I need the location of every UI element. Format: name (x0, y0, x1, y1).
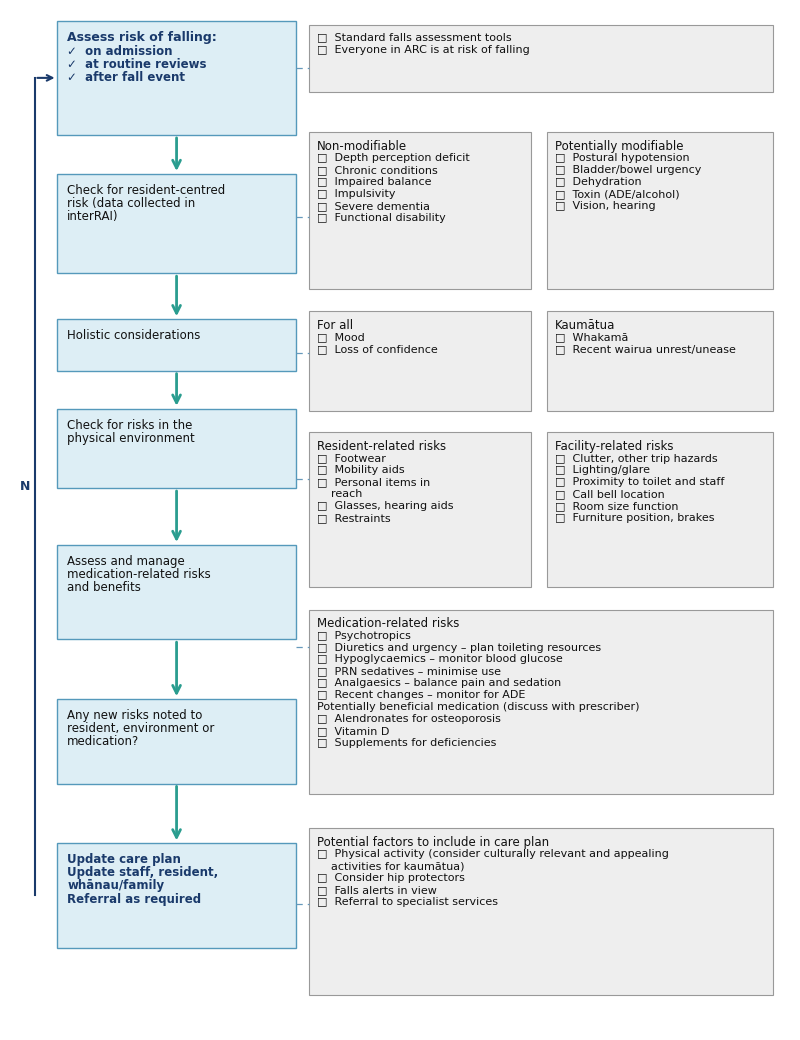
Text: Medication-related risks: Medication-related risks (317, 618, 459, 630)
Text: Any new risks noted to: Any new risks noted to (67, 709, 202, 722)
Text: □  Recent changes – monitor for ADE: □ Recent changes – monitor for ADE (317, 691, 525, 700)
Text: activities for kaumātua): activities for kaumātua) (317, 861, 464, 872)
Bar (58, 21, 296, 135)
Text: □  Analgaesics – balance pain and sedation: □ Analgaesics – balance pain and sedatio… (317, 678, 561, 688)
Text: risk (data collected in: risk (data collected in (67, 197, 195, 210)
Text: N: N (19, 480, 30, 493)
Text: Potential factors to include in care plan: Potential factors to include in care pla… (317, 836, 549, 850)
Text: □  Impaired balance: □ Impaired balance (317, 177, 431, 187)
Text: medication?: medication? (67, 735, 139, 748)
Bar (58, 843, 296, 947)
Text: □  Vision, hearing: □ Vision, hearing (555, 201, 655, 211)
Text: □  Impulsivity: □ Impulsivity (317, 189, 395, 199)
Text: □  Everyone in ARC is at risk of falling: □ Everyone in ARC is at risk of falling (317, 45, 530, 54)
Text: □  Physical activity (consider culturally relevant and appealing: □ Physical activity (consider culturally… (317, 850, 669, 859)
Text: Potentially beneficial medication (discuss with prescriber): Potentially beneficial medication (discu… (317, 702, 639, 712)
Bar (309, 311, 531, 411)
Text: whānau/family: whānau/family (67, 880, 165, 892)
Bar (58, 699, 296, 783)
Text: □  Call bell location: □ Call bell location (555, 490, 665, 499)
Text: reach: reach (317, 490, 362, 499)
Bar (309, 433, 531, 587)
Text: □  Footwear: □ Footwear (317, 453, 386, 464)
Text: Referral as required: Referral as required (67, 892, 202, 906)
Text: ✓  on admission: ✓ on admission (67, 45, 173, 58)
Bar (58, 545, 296, 640)
Bar (309, 132, 531, 289)
Text: interRAI): interRAI) (67, 210, 119, 223)
Text: □  Restraints: □ Restraints (317, 513, 390, 523)
Text: □  Depth perception deficit: □ Depth perception deficit (317, 153, 470, 163)
Text: Holistic considerations: Holistic considerations (67, 329, 201, 342)
Text: □  Hypoglycaemics – monitor blood glucose: □ Hypoglycaemics – monitor blood glucose (317, 654, 562, 665)
Text: □  Psychotropics: □ Psychotropics (317, 630, 410, 641)
Text: □  Glasses, hearing aids: □ Glasses, hearing aids (317, 501, 453, 512)
Bar (58, 174, 296, 274)
Text: □  Room size function: □ Room size function (555, 501, 678, 512)
Text: □  Toxin (ADE/alcohol): □ Toxin (ADE/alcohol) (555, 189, 679, 199)
Text: ✓  after fall event: ✓ after fall event (67, 71, 186, 84)
Text: Potentially modifiable: Potentially modifiable (555, 140, 683, 153)
Bar (58, 409, 296, 488)
Text: □  Chronic conditions: □ Chronic conditions (317, 165, 438, 175)
Text: □  Supplements for deficiencies: □ Supplements for deficiencies (317, 738, 496, 748)
Text: Kaumātua: Kaumātua (555, 319, 615, 332)
Text: □  Vitamin D: □ Vitamin D (317, 726, 389, 736)
Text: □  Falls alerts in view: □ Falls alerts in view (317, 885, 437, 895)
Text: □  Personal items in: □ Personal items in (317, 477, 430, 488)
Bar (547, 311, 774, 411)
Text: □  Diuretics and urgency – plan toileting resources: □ Diuretics and urgency – plan toileting… (317, 643, 601, 652)
Text: □  Proximity to toilet and staff: □ Proximity to toilet and staff (555, 477, 724, 488)
Text: □  Recent wairua unrest/unease: □ Recent wairua unrest/unease (555, 344, 736, 354)
Text: □  Bladder/bowel urgency: □ Bladder/bowel urgency (555, 165, 702, 175)
Bar (547, 132, 774, 289)
Text: □  Whakamā: □ Whakamā (555, 332, 628, 342)
Text: Facility-related risks: Facility-related risks (555, 440, 674, 453)
Text: Non-modifiable: Non-modifiable (317, 140, 406, 153)
Text: □  Lighting/glare: □ Lighting/glare (555, 466, 650, 475)
Text: Assess and manage: Assess and manage (67, 554, 185, 568)
Text: ✓  at routine reviews: ✓ at routine reviews (67, 58, 207, 71)
Text: □  PRN sedatives – minimise use: □ PRN sedatives – minimise use (317, 667, 501, 676)
Text: □  Functional disability: □ Functional disability (317, 213, 446, 223)
Bar (58, 319, 296, 371)
Text: □  Standard falls assessment tools: □ Standard falls assessment tools (317, 32, 511, 43)
Text: physical environment: physical environment (67, 432, 195, 445)
Text: □  Postural hypotension: □ Postural hypotension (555, 153, 690, 163)
Text: and benefits: and benefits (67, 581, 142, 594)
Text: Resident-related risks: Resident-related risks (317, 440, 446, 453)
Bar (309, 609, 774, 794)
Text: □  Consider hip protectors: □ Consider hip protectors (317, 874, 465, 883)
Text: □  Severe dementia: □ Severe dementia (317, 201, 430, 211)
Text: □  Clutter, other trip hazards: □ Clutter, other trip hazards (555, 453, 718, 464)
Text: medication-related risks: medication-related risks (67, 568, 211, 581)
Text: Check for risks in the: Check for risks in the (67, 418, 193, 432)
Text: resident, environment or: resident, environment or (67, 722, 214, 735)
Text: □  Mood: □ Mood (317, 332, 364, 342)
Text: □  Mobility aids: □ Mobility aids (317, 466, 404, 475)
Bar (309, 828, 774, 995)
Text: Assess risk of falling:: Assess risk of falling: (67, 30, 217, 44)
Text: Check for resident-centred: Check for resident-centred (67, 184, 226, 197)
Text: Update staff, resident,: Update staff, resident, (67, 866, 218, 879)
Text: Update care plan: Update care plan (67, 853, 182, 866)
Text: □  Referral to specialist services: □ Referral to specialist services (317, 898, 498, 907)
Bar (309, 25, 774, 93)
Text: □  Dehydration: □ Dehydration (555, 177, 642, 187)
Bar (547, 433, 774, 587)
Text: For all: For all (317, 319, 353, 332)
Text: □  Furniture position, brakes: □ Furniture position, brakes (555, 513, 714, 523)
Text: □  Loss of confidence: □ Loss of confidence (317, 344, 438, 354)
Text: □  Alendronates for osteoporosis: □ Alendronates for osteoporosis (317, 714, 501, 724)
